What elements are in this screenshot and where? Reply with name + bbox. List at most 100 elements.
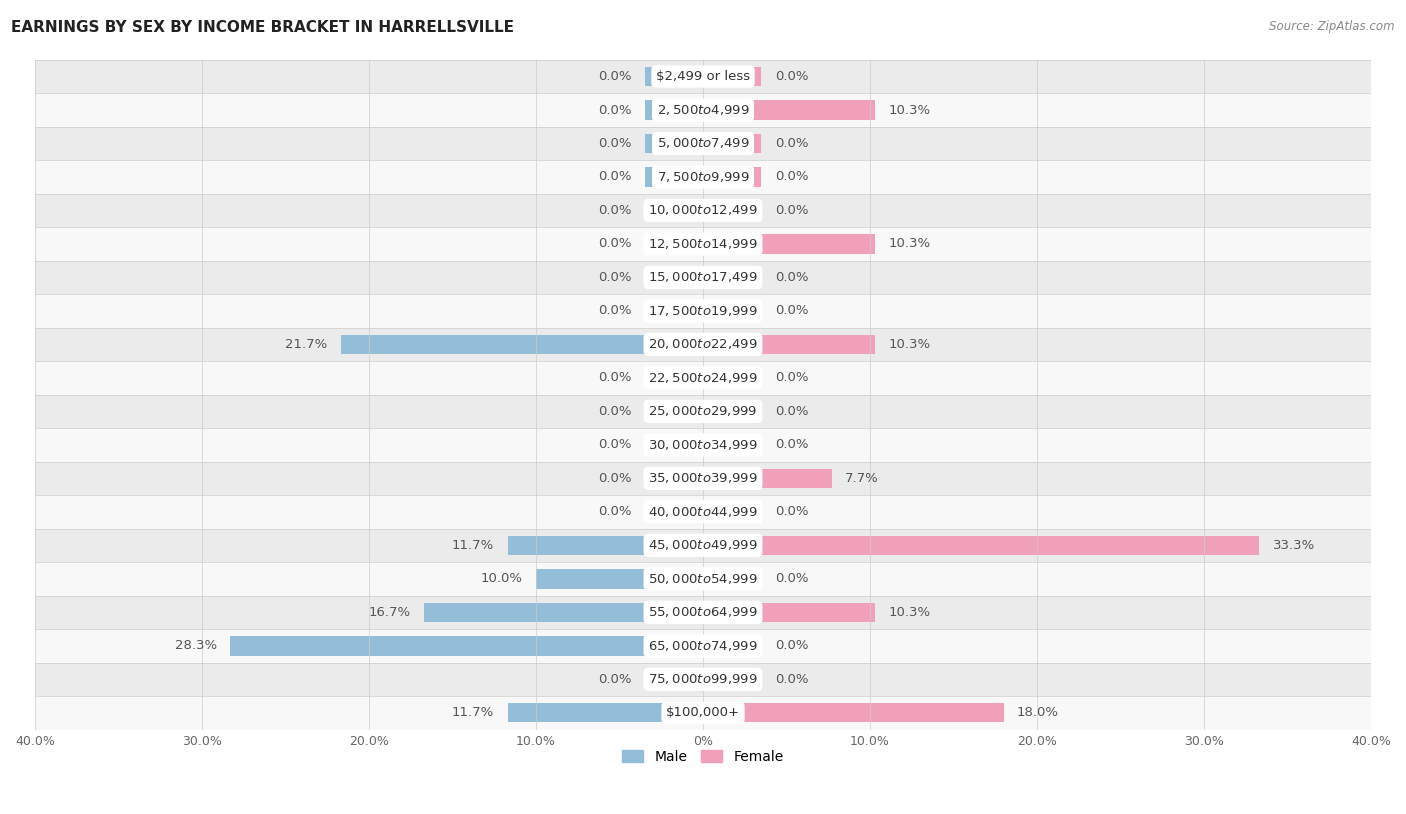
Text: 10.3%: 10.3% (889, 238, 931, 251)
Bar (703, 401, 762, 421)
Text: 0.0%: 0.0% (775, 673, 808, 685)
Bar (703, 67, 762, 86)
Text: 18.0%: 18.0% (1017, 707, 1059, 720)
Text: 0.0%: 0.0% (598, 673, 631, 685)
Bar (703, 167, 762, 186)
Bar (35, 59, 1371, 94)
Bar (231, 636, 703, 655)
Bar (644, 670, 703, 689)
Bar (35, 94, 1371, 127)
Text: $2,499 or less: $2,499 or less (657, 70, 749, 83)
Text: $75,000 to $99,999: $75,000 to $99,999 (648, 672, 758, 686)
Bar (35, 294, 1371, 328)
Bar (703, 335, 875, 354)
Text: 0.0%: 0.0% (598, 137, 631, 150)
Text: 0.0%: 0.0% (775, 204, 808, 217)
Text: 0.0%: 0.0% (598, 371, 631, 384)
Text: $12,500 to $14,999: $12,500 to $14,999 (648, 237, 758, 251)
Bar (35, 629, 1371, 663)
Text: $40,000 to $44,999: $40,000 to $44,999 (648, 505, 758, 519)
Bar (35, 260, 1371, 294)
Bar (35, 663, 1371, 696)
Bar (35, 227, 1371, 260)
Bar (703, 636, 762, 655)
Bar (35, 395, 1371, 428)
Text: $5,000 to $7,499: $5,000 to $7,499 (657, 137, 749, 151)
Bar (644, 234, 703, 254)
Text: 0.0%: 0.0% (598, 70, 631, 83)
Bar (644, 469, 703, 488)
Text: 0.0%: 0.0% (598, 472, 631, 485)
Text: 10.3%: 10.3% (889, 338, 931, 351)
Bar (703, 234, 875, 254)
Bar (35, 562, 1371, 596)
Text: 0.0%: 0.0% (598, 238, 631, 251)
Text: $10,000 to $12,499: $10,000 to $12,499 (648, 204, 758, 217)
Bar (35, 596, 1371, 629)
Bar (644, 502, 703, 522)
Bar (703, 670, 762, 689)
Bar (644, 67, 703, 86)
Bar (644, 133, 703, 153)
Text: Source: ZipAtlas.com: Source: ZipAtlas.com (1270, 20, 1395, 33)
Bar (703, 268, 762, 287)
Text: 0.0%: 0.0% (598, 271, 631, 284)
Text: 0.0%: 0.0% (598, 439, 631, 452)
Bar (35, 696, 1371, 729)
Text: 10.0%: 10.0% (481, 572, 523, 585)
Text: 0.0%: 0.0% (775, 371, 808, 384)
Bar (35, 127, 1371, 160)
Text: 0.0%: 0.0% (775, 405, 808, 418)
Text: 0.0%: 0.0% (598, 103, 631, 116)
Text: $50,000 to $54,999: $50,000 to $54,999 (648, 571, 758, 586)
Text: $55,000 to $64,999: $55,000 to $64,999 (648, 606, 758, 619)
Text: 0.0%: 0.0% (598, 304, 631, 317)
Bar (644, 100, 703, 120)
Text: $22,500 to $24,999: $22,500 to $24,999 (648, 371, 758, 385)
Bar (35, 428, 1371, 462)
Text: 7.7%: 7.7% (845, 472, 879, 485)
Text: $100,000+: $100,000+ (666, 707, 740, 720)
Text: 0.0%: 0.0% (775, 137, 808, 150)
Bar (425, 602, 703, 622)
Bar (644, 401, 703, 421)
Bar (644, 368, 703, 387)
Bar (703, 133, 762, 153)
Bar (703, 201, 762, 220)
Bar (703, 435, 762, 454)
Bar (703, 569, 762, 589)
Bar (340, 335, 703, 354)
Bar (35, 462, 1371, 495)
Text: 0.0%: 0.0% (775, 304, 808, 317)
Bar (35, 361, 1371, 395)
Text: 0.0%: 0.0% (598, 505, 631, 519)
Text: $15,000 to $17,499: $15,000 to $17,499 (648, 270, 758, 284)
Legend: Male, Female: Male, Female (617, 744, 789, 769)
Bar (644, 435, 703, 454)
Text: 11.7%: 11.7% (451, 707, 495, 720)
Text: 10.3%: 10.3% (889, 103, 931, 116)
Text: $30,000 to $34,999: $30,000 to $34,999 (648, 438, 758, 452)
Text: EARNINGS BY SEX BY INCOME BRACKET IN HARRELLSVILLE: EARNINGS BY SEX BY INCOME BRACKET IN HAR… (11, 20, 515, 35)
Bar (35, 194, 1371, 227)
Bar (644, 167, 703, 186)
Bar (536, 569, 703, 589)
Bar (35, 495, 1371, 528)
Text: $17,500 to $19,999: $17,500 to $19,999 (648, 304, 758, 318)
Text: $25,000 to $29,999: $25,000 to $29,999 (648, 405, 758, 418)
Text: 0.0%: 0.0% (775, 505, 808, 519)
Text: 0.0%: 0.0% (598, 204, 631, 217)
Bar (644, 301, 703, 321)
Text: 0.0%: 0.0% (598, 405, 631, 418)
Bar (508, 703, 703, 723)
Bar (703, 301, 762, 321)
Text: 16.7%: 16.7% (368, 606, 411, 619)
Text: 0.0%: 0.0% (775, 639, 808, 652)
Text: 21.7%: 21.7% (285, 338, 328, 351)
Bar (703, 703, 1004, 723)
Bar (644, 268, 703, 287)
Bar (703, 602, 875, 622)
Text: 0.0%: 0.0% (775, 70, 808, 83)
Bar (35, 528, 1371, 562)
Text: $2,500 to $4,999: $2,500 to $4,999 (657, 103, 749, 117)
